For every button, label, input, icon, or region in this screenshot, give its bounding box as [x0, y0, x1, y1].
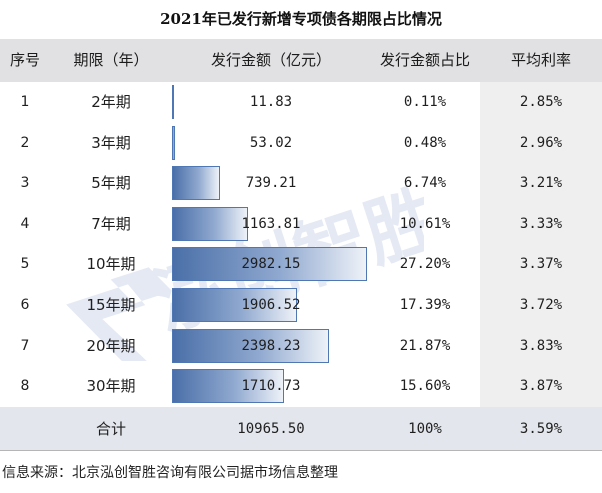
row-rate: 2.85%: [519, 94, 563, 110]
row-no: 5: [20, 256, 30, 273]
row-amount: 11.83: [249, 94, 293, 110]
row-no: 1: [20, 94, 30, 110]
row-term: 7年期: [91, 214, 131, 233]
source-note: 信息来源：北京泓创智胜咨询有限公司据市场信息整理: [2, 465, 338, 481]
row-amount: 1163.81: [241, 215, 301, 232]
amount-bar: [172, 247, 367, 282]
row-rate: 3.83%: [519, 337, 563, 354]
total-rate: 3.59%: [519, 421, 563, 437]
row-no: 7: [20, 337, 30, 354]
header-term: 期限（年）: [73, 51, 149, 69]
amount-bar: [172, 369, 284, 404]
amount-bar: [172, 206, 249, 241]
header-amount: 发行金额（亿元）: [210, 51, 331, 69]
row-term: 3年期: [91, 133, 131, 152]
row-share: 21.87%: [399, 337, 451, 354]
row-no: 6: [20, 297, 30, 313]
table-row: 8 30年期 1710.73 15.60% 3.87%: [0, 366, 602, 407]
row-no: 8: [20, 378, 30, 395]
row-share: 0.48%: [403, 134, 447, 151]
total-row: 合计 10965.50 100% 3.59%: [0, 407, 602, 451]
row-share: 10.61%: [399, 215, 451, 232]
row-rate: 2.96%: [519, 134, 563, 151]
table-row: 1 2年期 11.83 0.11% 2.85%: [0, 82, 602, 123]
row-term: 20年期: [86, 336, 136, 355]
row-term: 30年期: [86, 377, 136, 396]
row-share: 0.11%: [403, 94, 447, 110]
row-amount: 1710.73: [241, 378, 301, 395]
row-no: 2: [20, 134, 30, 151]
header-share: 发行金额占比: [379, 51, 470, 69]
row-rate: 3.72%: [519, 297, 563, 313]
amount-bar: [172, 288, 297, 322]
row-no: 4: [20, 215, 30, 232]
row-share: 17.39%: [399, 297, 451, 313]
amount-bar: [172, 328, 329, 363]
row-amount: 1906.52: [241, 297, 301, 313]
row-share: 27.20%: [399, 256, 451, 273]
data-table: 序号 期限（年） 发行金额（亿元） 发行金额占比 平均利率 泓创智胜 1 2年期 1…: [0, 39, 602, 451]
row-term: 15年期: [86, 296, 136, 314]
table-row: 5 10年期 2982.15 27.20% 3.37%: [0, 244, 602, 285]
total-share: 100%: [408, 421, 442, 437]
row-amount: 739.21: [245, 175, 297, 192]
table-row: 3 5年期 739.21 6.74% 3.21%: [0, 163, 602, 204]
table-title: 2021年已发行新增专项债各期限占比情况: [160, 10, 442, 28]
bottom-rule: [0, 450, 602, 451]
header-rate: 平均利率: [510, 51, 571, 69]
row-share: 6.74%: [403, 175, 447, 192]
total-label: 合计: [95, 420, 126, 438]
row-amount: 2398.23: [241, 337, 301, 354]
row-term: 5年期: [91, 174, 131, 193]
amount-bar: [172, 166, 221, 201]
row-rate: 3.33%: [519, 215, 563, 232]
row-rate: 3.21%: [519, 175, 563, 192]
row-rate: 3.37%: [519, 256, 563, 273]
row-amount: 53.02: [249, 134, 293, 151]
table-row: 4 7年期 1163.81 10.61% 3.33%: [0, 204, 602, 245]
table-row: 6 15年期 1906.52 17.39% 3.72%: [0, 285, 602, 326]
row-share: 15.60%: [399, 378, 451, 395]
total-amount: 10965.50: [237, 421, 305, 437]
table-row: 2 3年期 53.02 0.48% 2.96%: [0, 123, 602, 164]
amount-bar: [172, 125, 176, 160]
row-rate: 3.87%: [519, 378, 563, 395]
row-amount: 2982.15: [241, 256, 301, 273]
header-no: 序号: [9, 51, 40, 69]
table-row: 7 20年期 2398.23 21.87% 3.83%: [0, 326, 602, 367]
rate-column-background: [480, 82, 602, 450]
row-no: 3: [20, 175, 30, 192]
table-header: 序号 期限（年） 发行金额（亿元） 发行金额占比 平均利率: [0, 39, 602, 82]
row-term: 10年期: [86, 255, 136, 274]
amount-bar: [172, 85, 174, 119]
row-term: 2年期: [91, 93, 131, 111]
